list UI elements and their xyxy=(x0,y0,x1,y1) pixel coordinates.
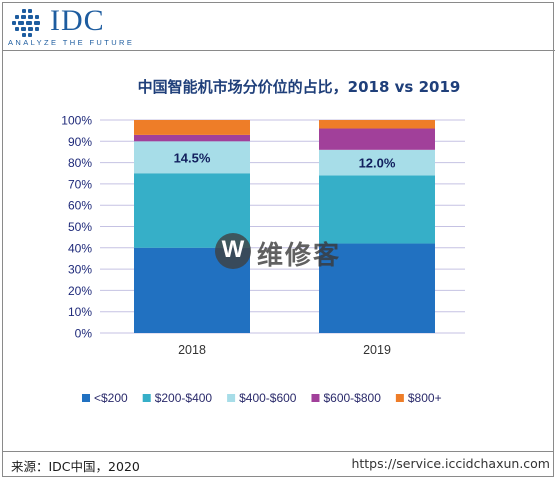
legend-swatch xyxy=(142,394,151,402)
y-tick-label: 10% xyxy=(68,305,92,319)
frame-border xyxy=(2,2,554,477)
legend-swatch xyxy=(82,394,90,402)
globe-icon xyxy=(12,9,40,37)
watermark: W 维修客 xyxy=(215,233,365,271)
idc-logo-text: IDC xyxy=(50,4,105,37)
bar-segment xyxy=(319,175,435,244)
y-tick-label: 50% xyxy=(68,220,92,234)
y-tick-label: 100% xyxy=(61,114,92,128)
y-tick-label: 20% xyxy=(68,284,92,298)
data-labels: 14.5% 12.0% xyxy=(174,150,396,170)
y-tick-label: 70% xyxy=(68,177,92,191)
y-tick-label: 40% xyxy=(68,241,92,255)
header-divider xyxy=(3,50,555,51)
data-label: 12.0% xyxy=(359,156,396,171)
watermark-text: 维修客 xyxy=(257,241,342,271)
bars xyxy=(134,120,435,333)
watermark-symbol: W xyxy=(221,236,245,263)
legend: <$200 $200-$400 $400-$600 $600-$800 $800+ xyxy=(82,391,442,405)
x-axis-ticks: 2018 2019 xyxy=(178,343,391,357)
bar-segment xyxy=(134,120,250,135)
stacked-bar-chart: 中国智能机市场分价位的占比，2018 vs 2019 0% 10% 20% 30% 40… xyxy=(61,78,465,405)
bar-segment xyxy=(319,149,435,176)
legend-label: $600-$800 xyxy=(323,391,381,405)
legend-label: $200-$400 xyxy=(155,391,213,405)
legend-label: $800+ xyxy=(408,391,442,405)
chart-area: 中国智能机市场分价位的占比，2018 vs 2019 0% 10% 20% 30% 40… xyxy=(3,51,554,451)
y-axis-ticks: 0% 10% 20% 30% 40% 50% 60% 70% 80% 90% 100% xyxy=(61,114,92,341)
legend-label: $400-$600 xyxy=(239,391,297,405)
x-tick-label: 2019 xyxy=(363,343,391,357)
y-tick-label: 90% xyxy=(68,135,92,149)
y-tick-label: 80% xyxy=(68,156,92,170)
bar-segment xyxy=(319,120,435,129)
header: IDC ANALYZE THE FUTURE xyxy=(8,4,148,47)
x-tick-label: 2018 xyxy=(178,343,206,357)
bar-segment xyxy=(319,128,435,150)
chart-title: 中国智能机市场分价位的占比，2018 vs 2019 xyxy=(138,78,461,96)
legend-label: <$200 xyxy=(94,391,128,405)
footer: 来源：IDC中国，2020 https://service.iccidchaxu… xyxy=(3,451,554,477)
legend-swatch xyxy=(227,394,236,402)
bar-segment xyxy=(319,243,435,333)
y-tick-label: 0% xyxy=(75,327,93,341)
bar-segment xyxy=(134,134,250,142)
tagline: ANALYZE THE FUTURE xyxy=(8,38,135,47)
watermark-logo-icon xyxy=(215,233,251,269)
data-label: 14.5% xyxy=(174,150,211,165)
source-url[interactable]: https://service.iccidchaxun.com xyxy=(351,456,550,471)
legend-swatch xyxy=(395,394,404,402)
source-note: 来源：IDC中国，2020 xyxy=(11,459,140,474)
bar-segment xyxy=(134,141,250,174)
legend-swatch xyxy=(311,394,320,402)
y-tick-label: 60% xyxy=(68,199,92,213)
y-tick-label: 30% xyxy=(68,263,92,277)
